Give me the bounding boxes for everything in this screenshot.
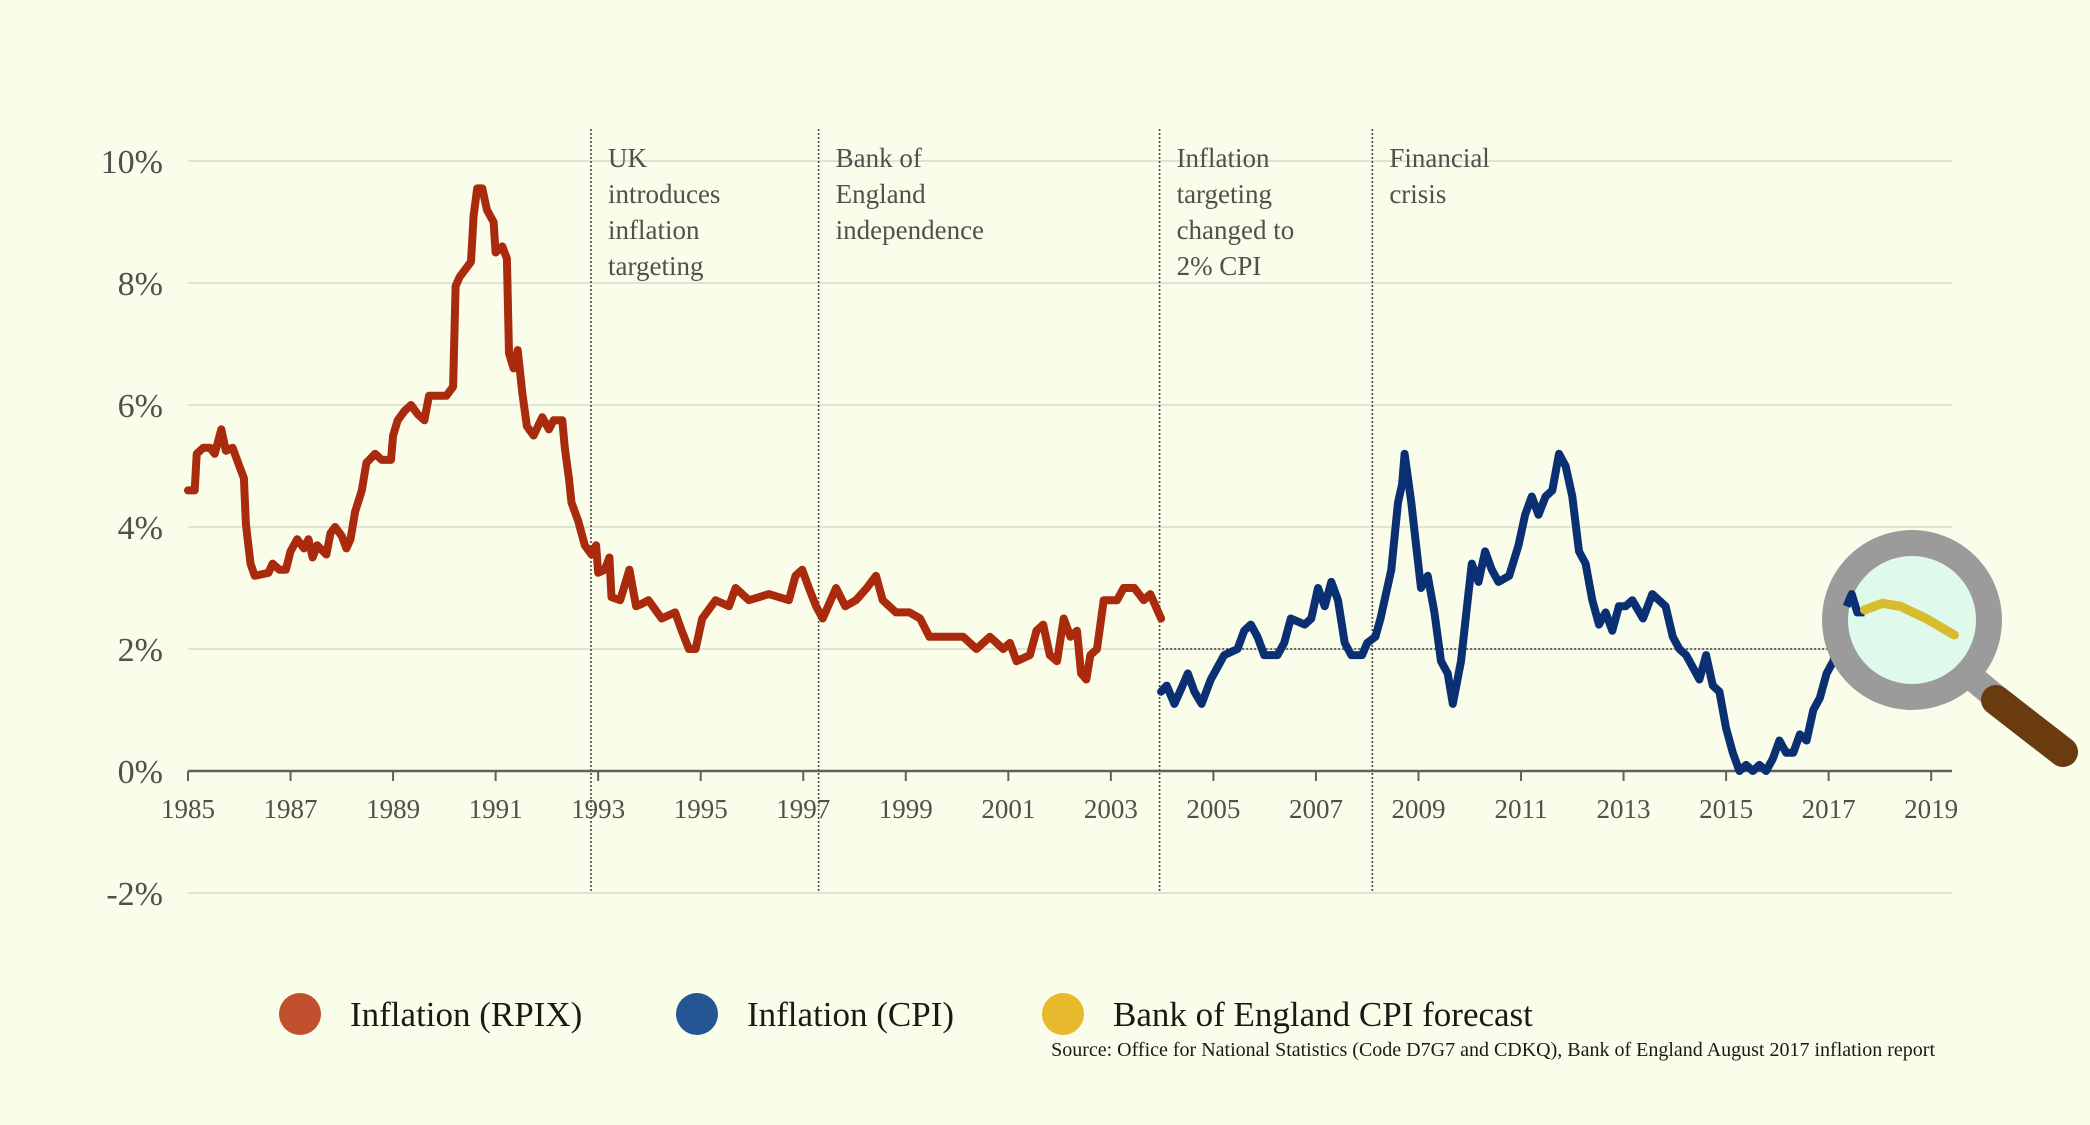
x-tick-label: 1987 bbox=[264, 794, 318, 824]
annotation-line: England bbox=[836, 179, 926, 209]
annotations: UK introduces inflation targeting Bank of Eng… bbox=[590, 129, 1490, 892]
event-annotation: Bank of England independence bbox=[836, 143, 984, 245]
x-tick-label: 2017 bbox=[1802, 794, 1856, 824]
legend-label: Bank of England CPI forecast bbox=[1113, 995, 1533, 1034]
y-tick-label: 2% bbox=[118, 632, 163, 669]
axes: -2% 0% 2% 4% 6% 8% 10% 1985 1987 1989 1991 1993 1995… bbox=[101, 144, 1959, 913]
annotation-line: changed to bbox=[1177, 215, 1295, 245]
x-tick-label: 1997 bbox=[776, 794, 830, 824]
x-tick-label: 1989 bbox=[366, 794, 420, 824]
magnifying-glass-icon bbox=[1822, 530, 2078, 767]
x-tick-label: 2007 bbox=[1289, 794, 1343, 824]
magnifier-handle bbox=[1981, 685, 2078, 767]
x-tick-label: 1991 bbox=[469, 794, 523, 824]
x-tick-label: 1995 bbox=[674, 794, 728, 824]
legend: Inflation (RPIX) Inflation (CPI) Bank of E… bbox=[279, 993, 1533, 1035]
annotation-line: Inflation bbox=[1177, 143, 1270, 173]
series-lines bbox=[184, 184, 1869, 775]
annotation-line: UK bbox=[608, 143, 647, 173]
annotation-line: inflation bbox=[608, 215, 700, 245]
legend-label: Inflation (CPI) bbox=[747, 995, 954, 1034]
y-tick-label: 4% bbox=[118, 510, 163, 547]
series-line-forecast bbox=[1860, 598, 1959, 640]
x-tick-label: 1993 bbox=[571, 794, 625, 824]
x-tick-label: 2003 bbox=[1084, 794, 1138, 824]
annotation-line: crisis bbox=[1389, 179, 1446, 209]
annotation-line: targeting bbox=[1177, 179, 1272, 209]
x-tick-label: 1999 bbox=[879, 794, 933, 824]
gridlines bbox=[188, 160, 1952, 894]
legend-swatch bbox=[279, 993, 321, 1035]
event-annotation: UK introduces inflation targeting bbox=[608, 143, 720, 281]
y-tick-label: -2% bbox=[106, 876, 163, 913]
x-tick-label: 2009 bbox=[1391, 794, 1445, 824]
annotation-line: targeting bbox=[608, 251, 703, 281]
event-annotation: Inflation targeting changed to 2% CPI bbox=[1177, 143, 1295, 281]
x-tick-label: 2013 bbox=[1597, 794, 1651, 824]
x-tick-label: 2005 bbox=[1186, 794, 1240, 824]
y-tick-label: 0% bbox=[118, 754, 163, 791]
annotation-line: Financial bbox=[1389, 143, 1489, 173]
x-tick-label: 2019 bbox=[1904, 794, 1958, 824]
x-tick-label: 2015 bbox=[1699, 794, 1753, 824]
legend-swatch bbox=[676, 993, 718, 1035]
annotation-line: 2% CPI bbox=[1177, 251, 1262, 281]
legend-label: Inflation (RPIX) bbox=[350, 995, 582, 1034]
magnifier-lens bbox=[1822, 530, 2002, 710]
annotation-line: introduces bbox=[608, 179, 720, 209]
y-tick-label: 6% bbox=[118, 388, 163, 425]
annotation-line: independence bbox=[836, 215, 984, 245]
annotation-line: Bank of bbox=[836, 143, 922, 173]
series-line-0 bbox=[184, 184, 1166, 684]
x-tick-label: 2001 bbox=[981, 794, 1035, 824]
x-tick-label: 2011 bbox=[1495, 794, 1548, 824]
event-annotation: Financial crisis bbox=[1389, 143, 1489, 209]
legend-swatch bbox=[1042, 993, 1084, 1035]
y-tick-label: 8% bbox=[118, 266, 163, 303]
source-note: Source: Office for National Statistics (… bbox=[1051, 1039, 1935, 1061]
series-line-1 bbox=[1157, 449, 1869, 775]
x-tick-label: 1985 bbox=[161, 794, 215, 824]
y-tick-label: 10% bbox=[101, 144, 163, 181]
